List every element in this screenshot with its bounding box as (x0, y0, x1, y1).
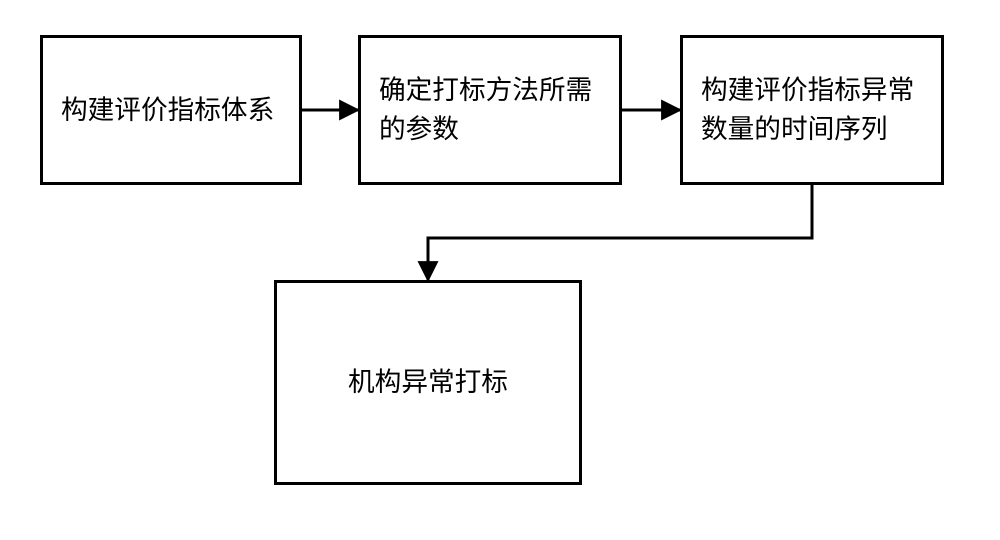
flow-node-label: 确定打标方法所需的参数 (379, 71, 601, 148)
flow-node-label: 构建评价指标体系 (61, 91, 274, 130)
flow-node-anomaly-marking: 机构异常打标 (274, 280, 582, 485)
flow-node-label: 构建评价指标异常数量的时间序列 (701, 71, 923, 148)
flowchart-canvas: 构建评价指标体系 确定打标方法所需的参数 构建评价指标异常数量的时间序列 机构异… (0, 0, 1000, 540)
flow-edge (428, 185, 812, 280)
flow-node-label: 机构异常打标 (348, 363, 508, 402)
flow-node-determine-params: 确定打标方法所需的参数 (358, 35, 622, 185)
flow-node-build-index-system: 构建评价指标体系 (40, 35, 302, 185)
flow-node-build-timeseries: 构建评价指标异常数量的时间序列 (680, 35, 944, 185)
